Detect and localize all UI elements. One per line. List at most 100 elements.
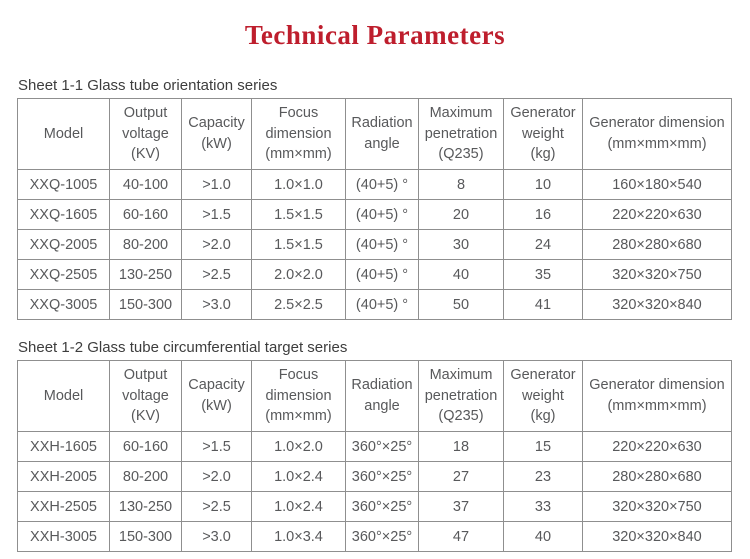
table-cell: 80-200	[109, 461, 182, 492]
table-cell: 1.0×2.4	[251, 491, 346, 522]
table-cell: 130-250	[109, 259, 182, 290]
table-cell: XXH-2005	[17, 461, 110, 492]
table-cell: 130-250	[109, 491, 182, 522]
table-cell: XXQ-3005	[17, 289, 110, 320]
column-header-maximum-penetration: Maximum penetration (Q235)	[418, 98, 504, 170]
table-cell: 320×320×750	[582, 491, 732, 522]
table-cell: XXQ-1605	[17, 199, 110, 230]
table-cell: XXH-2505	[17, 491, 110, 522]
table-cell: >2.0	[181, 461, 252, 492]
table-cell: (40+5) °	[345, 289, 419, 320]
table-cell: 150-300	[109, 521, 182, 552]
table-cell: 60-160	[109, 199, 182, 230]
sheet-1-2-caption: Sheet 1-2 Glass tube circumferential tar…	[18, 339, 348, 356]
column-header-output-voltage: Output voltage (KV)	[109, 360, 182, 432]
table-cell: 360°×25°	[345, 461, 419, 492]
table-cell: (40+5) °	[345, 169, 419, 200]
table-cell: XXQ-1005	[17, 169, 110, 200]
table-cell: >1.5	[181, 431, 252, 462]
table-cell: 8	[418, 169, 504, 200]
column-header-generator-weight: Generator weight (kg)	[503, 360, 583, 432]
table-cell: >3.0	[181, 521, 252, 552]
table-cell: XXH-3005	[17, 521, 110, 552]
table-row: XXH-2505 130-250 >2.5 1.0×2.4 360°×25° 37 33 32…	[17, 491, 732, 522]
table-header-row: Model Output voltage (KV) Capacity (kW) …	[17, 360, 732, 432]
table-row: XXQ-1605 60-160 >1.5 1.5×1.5 (40+5) ° 20 16 220…	[17, 199, 732, 230]
table-cell: 1.0×3.4	[251, 521, 346, 552]
table-cell: XXQ-2505	[17, 259, 110, 290]
table-cell: 60-160	[109, 431, 182, 462]
glass-tube-orientation-series-table: Model Output voltage (KV) Capacity (kW) …	[17, 98, 732, 320]
column-header-radiation-angle: Radiation angle	[345, 360, 419, 432]
table-row: XXQ-3005 150-300 >3.0 2.5×2.5 (40+5) ° 50 41 32…	[17, 289, 732, 320]
table-cell: 10	[503, 169, 583, 200]
table-cell: >3.0	[181, 289, 252, 320]
table-header-row: Model Output voltage (KV) Capacity (kW) …	[17, 98, 732, 170]
column-header-model: Model	[17, 360, 110, 432]
table-row: XXH-3005 150-300 >3.0 1.0×3.4 360°×25° 47 40 32…	[17, 521, 732, 552]
table-cell: 20	[418, 199, 504, 230]
table-cell: 30	[418, 229, 504, 260]
table-cell: 24	[503, 229, 583, 260]
table-cell: XXH-1605	[17, 431, 110, 462]
column-header-radiation-angle: Radiation angle	[345, 98, 419, 170]
column-header-model: Model	[17, 98, 110, 170]
table-cell: 360°×25°	[345, 521, 419, 552]
table-cell: 40-100	[109, 169, 182, 200]
table-cell: 150-300	[109, 289, 182, 320]
table-cell: 160×180×540	[582, 169, 732, 200]
table-cell: (40+5) °	[345, 199, 419, 230]
column-header-focus-dimension: Focus dimension (mm×mm)	[251, 98, 346, 170]
table-cell: 37	[418, 491, 504, 522]
table-cell: 1.0×2.4	[251, 461, 346, 492]
column-header-generator-weight: Generator weight (kg)	[503, 98, 583, 170]
table-cell: 47	[418, 521, 504, 552]
table-cell: 33	[503, 491, 583, 522]
column-header-generator-dimension: Generator dimension (mm×mm×mm)	[582, 98, 732, 170]
table-cell: (40+5) °	[345, 259, 419, 290]
table-cell: 320×320×840	[582, 289, 732, 320]
table-cell: 1.0×1.0	[251, 169, 346, 200]
column-header-maximum-penetration: Maximum penetration (Q235)	[418, 360, 504, 432]
table-cell: >2.5	[181, 491, 252, 522]
table-cell: 41	[503, 289, 583, 320]
table-cell: 15	[503, 431, 583, 462]
table-cell: 40	[503, 521, 583, 552]
table-cell: XXQ-2005	[17, 229, 110, 260]
table-cell: 360°×25°	[345, 491, 419, 522]
table-cell: 320×320×750	[582, 259, 732, 290]
table-cell: 360°×25°	[345, 431, 419, 462]
column-header-capacity: Capacity (kW)	[181, 98, 252, 170]
column-header-generator-dimension: Generator dimension (mm×mm×mm)	[582, 360, 732, 432]
table-row: XXQ-2505 130-250 >2.5 2.0×2.0 (40+5) ° 40 35 32…	[17, 259, 732, 290]
table-cell: >1.5	[181, 199, 252, 230]
table-cell: 50	[418, 289, 504, 320]
table-cell: 40	[418, 259, 504, 290]
table-cell: 35	[503, 259, 583, 290]
table-cell: 220×220×630	[582, 431, 732, 462]
table-cell: 1.5×1.5	[251, 229, 346, 260]
table-cell: 1.0×2.0	[251, 431, 346, 462]
table-cell: 27	[418, 461, 504, 492]
table-cell: 16	[503, 199, 583, 230]
sheet-1-1-caption: Sheet 1-1 Glass tube orientation series	[18, 77, 278, 94]
table-row: XXH-1605 60-160 >1.5 1.0×2.0 360°×25° 18 15 220…	[17, 431, 732, 462]
table-cell: 80-200	[109, 229, 182, 260]
table-row: XXH-2005 80-200 >2.0 1.0×2.4 360°×25° 27 23 280…	[17, 461, 732, 492]
page-title: Technical Parameters	[244, 20, 506, 50]
table-row: XXQ-2005 80-200 >2.0 1.5×1.5 (40+5) ° 30 24 280…	[17, 229, 732, 260]
table-cell: >2.0	[181, 229, 252, 260]
column-header-focus-dimension: Focus dimension (mm×mm)	[251, 360, 346, 432]
table-cell: 320×320×840	[582, 521, 732, 552]
table-cell: 280×280×680	[582, 229, 732, 260]
table-cell: >1.0	[181, 169, 252, 200]
table-cell: 18	[418, 431, 504, 462]
table-row: XXQ-1005 40-100 >1.0 1.0×1.0 (40+5) ° 8 10 160×…	[17, 169, 732, 200]
table-cell: 280×280×680	[582, 461, 732, 492]
glass-tube-circumferential-target-series-table: Model Output voltage (KV) Capacity (kW) …	[17, 360, 732, 552]
table-cell: 2.5×2.5	[251, 289, 346, 320]
column-header-output-voltage: Output voltage (KV)	[109, 98, 182, 170]
table-cell: 220×220×630	[582, 199, 732, 230]
table-cell: (40+5) °	[345, 229, 419, 260]
table-cell: 23	[503, 461, 583, 492]
